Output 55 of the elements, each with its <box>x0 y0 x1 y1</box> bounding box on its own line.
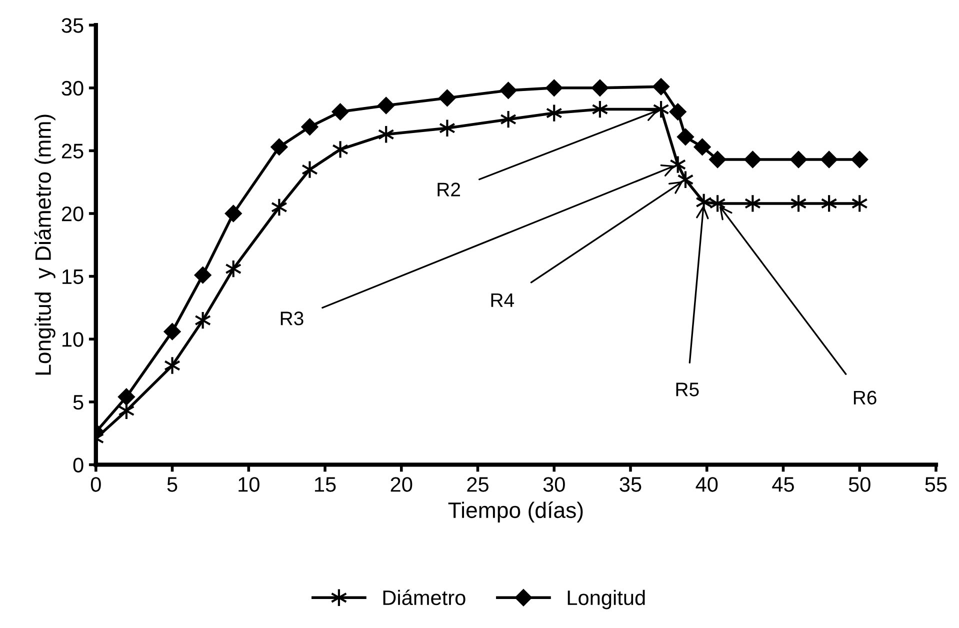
point <box>652 78 670 96</box>
x-axis-title: Tiempo (días) <box>448 502 583 522</box>
x-tick-label: 0 <box>90 477 101 492</box>
point <box>694 138 711 156</box>
y-tick-label: 15 <box>62 270 84 284</box>
point <box>438 89 456 107</box>
legend-label: Longitud <box>568 590 645 610</box>
x-tick-label: 55 <box>925 477 947 492</box>
legend-label: Diámetro <box>383 590 466 606</box>
point <box>332 140 349 159</box>
point <box>709 150 726 168</box>
point <box>851 150 868 168</box>
point <box>591 79 608 96</box>
point <box>118 388 135 406</box>
y-tick-label: 10 <box>62 332 84 347</box>
point <box>744 150 762 168</box>
point <box>224 204 242 222</box>
point <box>500 82 517 99</box>
x-tick-label: 40 <box>696 477 718 492</box>
y-tick-label: 30 <box>62 80 84 96</box>
annotation: R6 <box>854 390 876 405</box>
point <box>164 356 181 375</box>
y-tick-label: 20 <box>62 206 84 222</box>
x-tick-label: 35 <box>620 477 642 492</box>
point <box>676 128 694 146</box>
x-tick-label: 10 <box>238 477 260 492</box>
point <box>790 150 808 168</box>
point <box>851 194 868 213</box>
point <box>270 138 288 156</box>
point <box>546 79 563 96</box>
y-tick-label: 35 <box>62 18 84 33</box>
y-tick-label: 25 <box>62 144 84 158</box>
y-tick-label: 0 <box>73 458 84 472</box>
point <box>301 160 318 179</box>
point <box>378 96 395 114</box>
x-tick-label: 15 <box>315 477 336 492</box>
annotation: R4 <box>491 293 514 307</box>
point <box>820 150 838 168</box>
x-tick-label: 45 <box>772 477 794 492</box>
annotation: R5 <box>676 382 699 396</box>
point <box>332 103 349 120</box>
annotation: R3 <box>280 312 304 326</box>
point <box>164 323 181 340</box>
y-tick-label: 5 <box>73 395 84 410</box>
x-tick-label: 5 <box>167 477 178 492</box>
x-tick-label: 50 <box>848 477 870 492</box>
annotation: R2 <box>438 182 460 196</box>
x-tick-label: 20 <box>390 477 412 492</box>
point <box>301 118 318 136</box>
point <box>546 104 562 122</box>
y-axis-title: Longitud y Diámetro (mm) <box>34 114 56 375</box>
point <box>669 103 686 120</box>
point <box>194 266 212 284</box>
x-tick-label: 25 <box>467 477 488 492</box>
x-tick-label: 30 <box>543 477 565 492</box>
